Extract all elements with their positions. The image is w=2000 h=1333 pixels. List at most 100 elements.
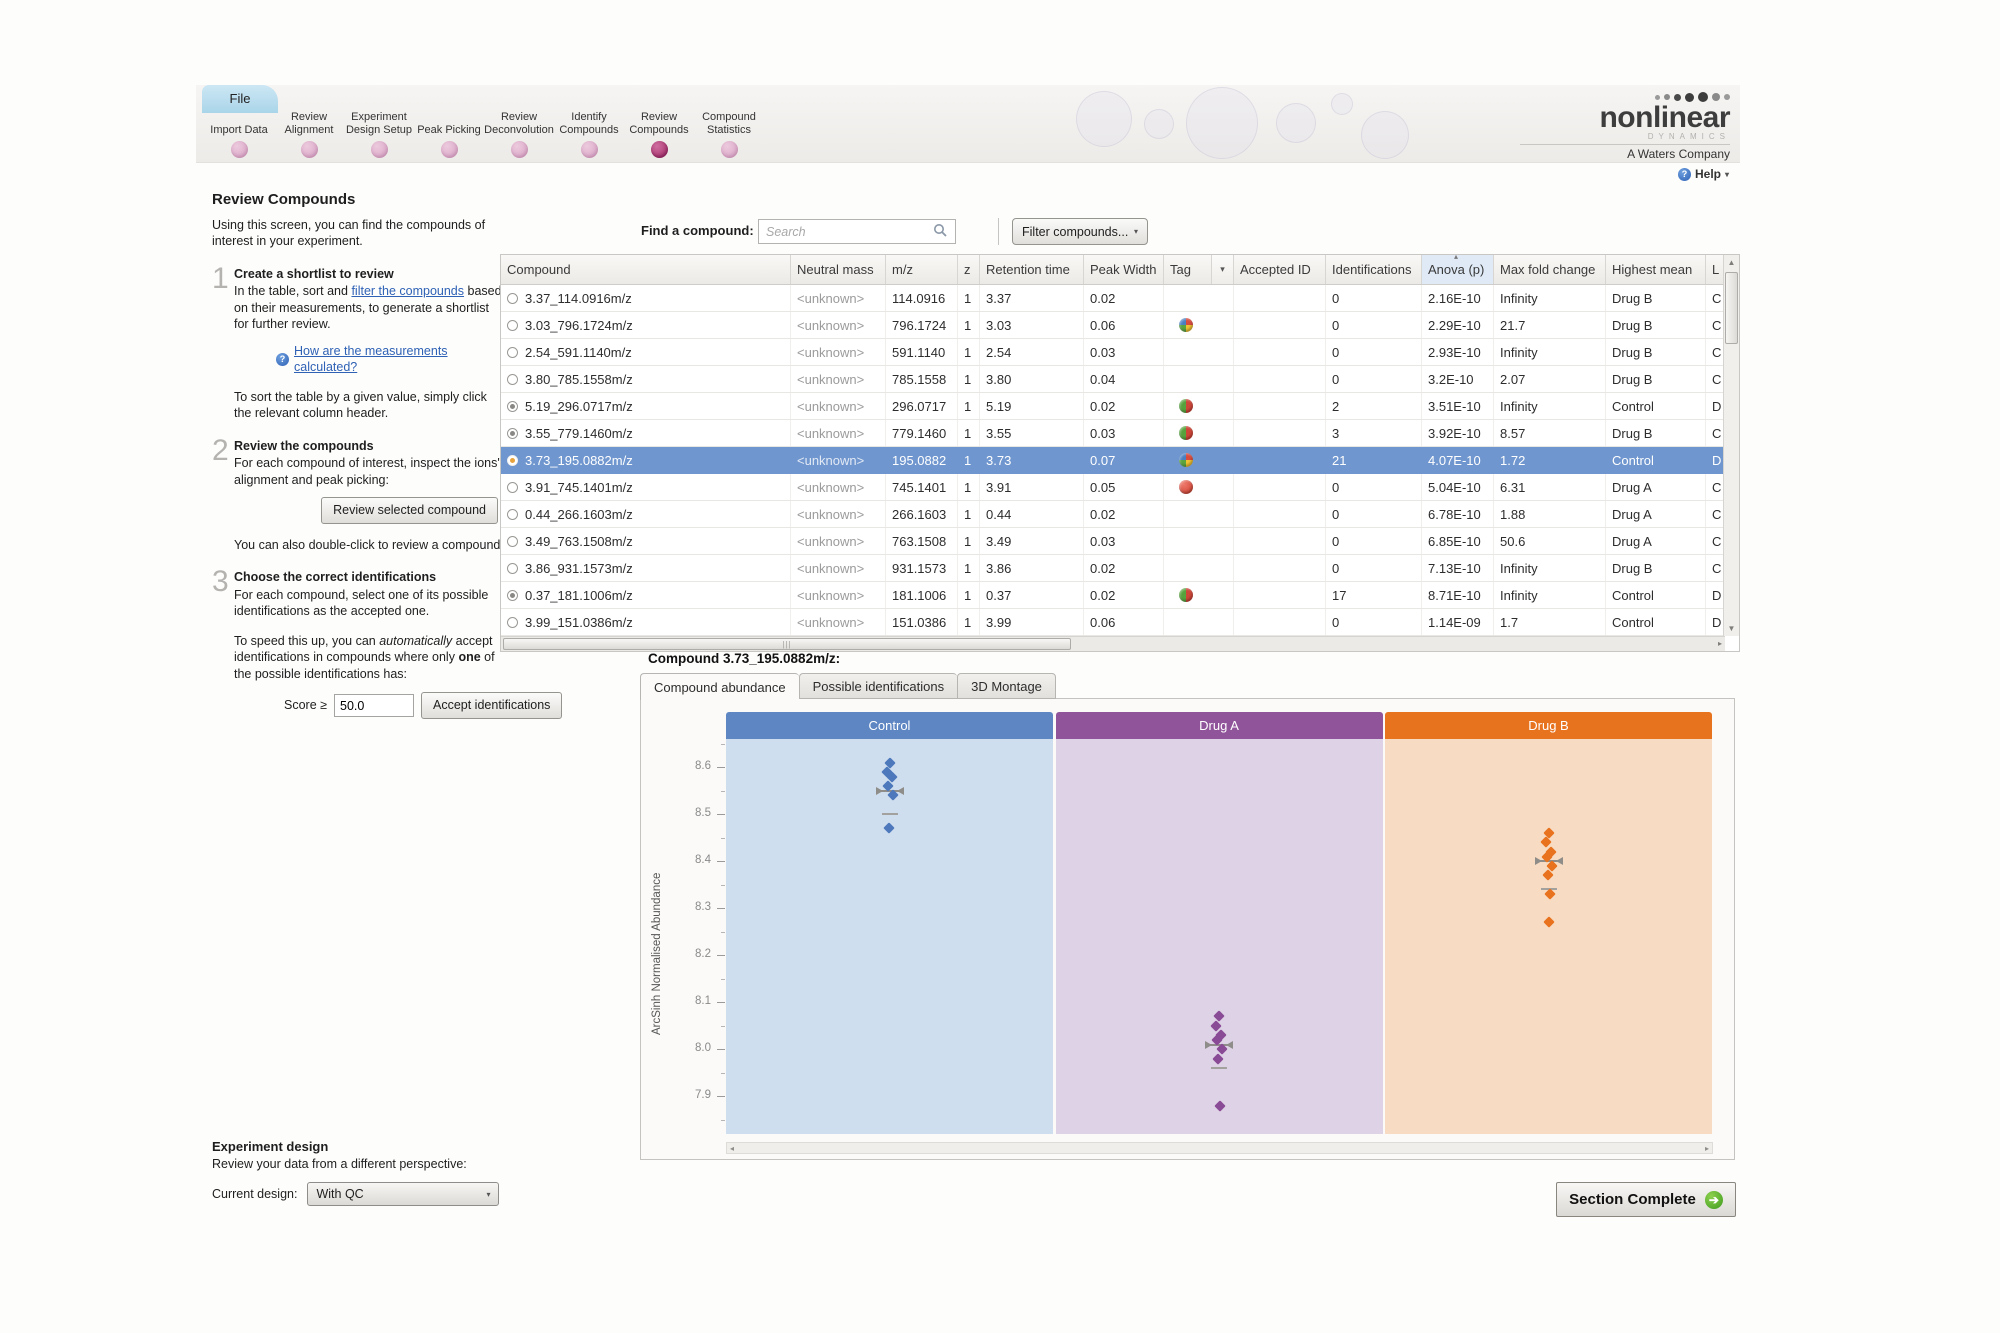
review-state-icon[interactable] — [507, 589, 518, 601]
file-menu-tab[interactable]: File — [202, 85, 278, 113]
review-state-icon[interactable] — [507, 562, 518, 574]
logo-divider — [1520, 144, 1730, 145]
step-circle-icon[interactable] — [580, 141, 598, 158]
scrollbar-thumb[interactable]: ||| — [503, 638, 1071, 650]
auto-accept-note: To speed this up, you can automatically … — [234, 633, 504, 683]
group-header-drug-b: Drug B — [1385, 712, 1712, 739]
column-header-accepted-id[interactable]: Accepted ID — [1234, 255, 1326, 284]
chart-horizontal-scrollbar[interactable]: ◂ ▸ — [726, 1142, 1713, 1154]
group-column — [726, 739, 1053, 1134]
review-state-icon[interactable] — [507, 616, 518, 628]
review-state-icon[interactable] — [507, 535, 518, 547]
workflow-step-deconvolution[interactable]: Review Deconvolution — [484, 111, 554, 158]
section-complete-button[interactable]: Section Complete ➔ — [1556, 1182, 1736, 1217]
column-header-max-fold-change[interactable]: Max fold change — [1494, 255, 1606, 284]
scroll-up-icon[interactable]: ▲ — [1727, 258, 1736, 267]
table-row[interactable]: 0.37_181.1006m/z <unknown> 181.1006 1 0.37 0.… — [501, 582, 1725, 609]
double-click-note: You can also double-click to review a co… — [234, 537, 504, 552]
scrollbar-thumb[interactable] — [1725, 272, 1738, 344]
table-row[interactable]: 3.91_745.1401m/z <unknown> 745.1401 1 3.91 0.… — [501, 474, 1725, 501]
step-circle-icon[interactable] — [300, 141, 318, 158]
step-circle-icon[interactable] — [510, 141, 528, 158]
table-row[interactable]: 2.54_591.1140m/z <unknown> 591.1140 1 2.54 0.… — [501, 339, 1725, 366]
review-state-icon[interactable] — [507, 319, 518, 331]
column-header-compound[interactable]: Compound — [501, 255, 791, 284]
workflow-step-peak-picking[interactable]: Peak Picking — [414, 111, 484, 158]
filter-compounds-link[interactable]: filter the compounds — [351, 284, 465, 299]
help-label: Help — [1695, 167, 1722, 181]
review-state-icon[interactable] — [507, 508, 518, 520]
table-row[interactable]: 0.44_266.1603m/z <unknown> 266.1603 1 0.44 0.… — [501, 501, 1725, 528]
column-header-tag[interactable]: Tag — [1164, 255, 1212, 284]
table-row[interactable]: 3.49_763.1508m/z <unknown> 763.1508 1 3.49 0.… — [501, 528, 1725, 555]
measurements-calculated-link[interactable]: How are the measurements calculated? — [294, 343, 448, 375]
search-input[interactable] — [758, 219, 956, 244]
workflow-step-compounds[interactable]: Identify Compounds — [554, 111, 624, 158]
selected-compound-title: Compound 3.73_195.0882m/z: — [648, 651, 841, 666]
step-circle-icon[interactable] — [650, 141, 668, 158]
review-state-icon[interactable] — [507, 454, 518, 466]
workflow-step-import-data[interactable]: Import Data — [204, 111, 274, 158]
search-icon[interactable] — [933, 223, 948, 238]
intro-text: Using this screen, you can find the comp… — [212, 217, 486, 249]
cell: 1 — [958, 447, 980, 473]
filter-compounds-button[interactable]: Filter compounds... ▾ — [1012, 218, 1148, 245]
step-circle-icon[interactable] — [230, 141, 248, 158]
tab-3d-montage[interactable]: 3D Montage — [957, 673, 1056, 699]
step-circle-icon[interactable] — [720, 141, 738, 158]
column-header-highest-mean[interactable]: Highest mean — [1606, 255, 1706, 284]
y-axis-tick-label: 8.0 — [695, 1042, 711, 1055]
compound-name: 3.99_151.0386m/z — [525, 614, 633, 630]
review-state-icon[interactable] — [507, 292, 518, 304]
table-vertical-scrollbar[interactable]: ▲ ▼ — [1723, 255, 1739, 636]
tag-filter-dropdown[interactable]: ▾ — [1212, 255, 1234, 284]
cell: 2.29E-10 — [1422, 312, 1494, 338]
column-header-identifications[interactable]: Identifications — [1326, 255, 1422, 284]
cell: 296.0717 — [886, 393, 958, 419]
column-header-retention-time[interactable]: Retention time — [980, 255, 1084, 284]
scroll-right-icon[interactable]: ▸ — [1717, 639, 1722, 648]
cell: 3 — [1326, 420, 1422, 446]
review-state-icon[interactable] — [507, 400, 518, 412]
column-header-neutral-mass[interactable]: Neutral mass — [791, 255, 886, 284]
column-header-z[interactable]: z — [958, 255, 980, 284]
table-row[interactable]: 3.80_785.1558m/z <unknown> 785.1558 1 3.80 0.… — [501, 366, 1725, 393]
scroll-left-icon[interactable]: ◂ — [730, 1144, 735, 1153]
workflow-step-design-setup[interactable]: Experiment Design Setup — [344, 111, 414, 158]
column-header-anova-p-[interactable]: ▴ Anova (p) — [1422, 255, 1494, 284]
review-state-icon[interactable] — [507, 373, 518, 385]
column-header-m-z[interactable]: m/z — [886, 255, 958, 284]
step-circle-icon[interactable] — [370, 141, 388, 158]
cell — [1234, 393, 1326, 419]
review-selected-compound-button[interactable]: Review selected compound — [321, 497, 498, 524]
review-state-icon[interactable] — [507, 346, 518, 358]
cell — [1234, 285, 1326, 311]
table-row[interactable]: 3.99_151.0386m/z <unknown> 151.0386 1 3.99 0.… — [501, 609, 1725, 636]
table-horizontal-scrollbar[interactable]: ◂ ||| ▸ — [501, 636, 1725, 651]
table-row[interactable]: 3.86_931.1573m/z <unknown> 931.1573 1 3.86 0.… — [501, 555, 1725, 582]
accept-identifications-button[interactable]: Accept identifications — [421, 692, 563, 719]
tab-compound-abundance[interactable]: Compound abundance — [640, 673, 799, 700]
cell: <unknown> — [791, 312, 886, 338]
score-input[interactable] — [334, 694, 414, 718]
table-row[interactable]: 3.73_195.0882m/z <unknown> 195.0882 1 3.73 0.… — [501, 447, 1725, 474]
current-design-select[interactable]: With QC ▾ — [307, 1182, 500, 1206]
tab-possible-identifications[interactable]: Possible identifications — [798, 673, 958, 699]
tag-cell — [1164, 555, 1234, 581]
step-circle-icon[interactable] — [440, 141, 458, 158]
help-menu[interactable]: ? Help ▾ — [1678, 167, 1729, 181]
workflow-step-alignment[interactable]: Review Alignment — [274, 111, 344, 158]
column-header-peak-width[interactable]: Peak Width — [1084, 255, 1164, 284]
table-row[interactable]: 3.55_779.1460m/z <unknown> 779.1460 1 3.55 0.… — [501, 420, 1725, 447]
workflow-step-compounds[interactable]: Review Compounds — [624, 111, 694, 158]
review-state-icon[interactable] — [507, 427, 518, 439]
workflow-step-statistics[interactable]: Compound Statistics — [694, 111, 764, 158]
table-row[interactable]: 5.19_296.0717m/z <unknown> 296.0717 1 5.19 0.… — [501, 393, 1725, 420]
review-state-icon[interactable] — [507, 481, 518, 493]
cell: 0.02 — [1084, 501, 1164, 527]
scroll-right-icon[interactable]: ▸ — [1704, 1144, 1709, 1153]
scroll-down-icon[interactable]: ▼ — [1727, 624, 1736, 633]
table-row[interactable]: 3.37_114.0916m/z <unknown> 114.0916 1 3.37 0.… — [501, 285, 1725, 312]
table-row[interactable]: 3.03_796.1724m/z <unknown> 796.1724 1 3.03 0.… — [501, 312, 1725, 339]
y-axis-tick-label: 8.4 — [695, 854, 711, 867]
